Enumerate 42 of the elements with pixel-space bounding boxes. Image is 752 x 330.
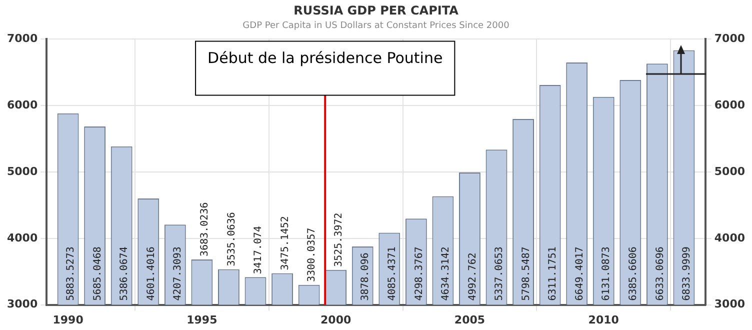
data-label: 4207.3093 (172, 246, 184, 301)
data-label: 4298.3767 (414, 246, 425, 301)
data-label: 4085.4371 (386, 246, 398, 301)
chart-subtitle: GDP Per Capita in US Dollars at Constant Prices Since 2000 (242, 21, 510, 32)
y2-tick-label: 7000 (714, 32, 746, 46)
data-label: 3683.0236 (200, 202, 211, 256)
x-tick-label: 2000 (320, 313, 352, 326)
y2-tick-label: 6000 (714, 98, 746, 112)
data-label: 5685.0468 (92, 246, 104, 301)
data-label: 3525.3972 (333, 212, 344, 267)
y2-tick-label: 3000 (714, 298, 746, 311)
data-label: 4601.4016 (146, 246, 157, 301)
chart-title: RUSSIA GDP PER CAPITA (294, 3, 460, 18)
x-tick-label: 1990 (52, 313, 84, 326)
data-label: 5798.5487 (520, 246, 532, 301)
data-label: 3475.1452 (280, 216, 291, 270)
data-label: 6131.0873 (601, 246, 612, 301)
y2-tick-label: 5000 (714, 164, 746, 178)
y-tick-label: 7000 (6, 32, 38, 46)
y-tick-label: 3000 (6, 298, 38, 311)
data-label: 4992.762 (467, 252, 478, 301)
data-label: 6833.9999 (682, 246, 693, 301)
y-tick-label: 5000 (6, 164, 38, 178)
data-label: 6649.4017 (574, 246, 586, 301)
x-tick-label: 2005 (454, 313, 486, 326)
y-tick-label: 6000 (6, 98, 38, 112)
data-label: 6633.0696 (654, 246, 666, 301)
data-label: 5883.5273 (66, 246, 77, 301)
y2-tick-label: 4000 (714, 231, 746, 244)
x-tick-label: 1995 (186, 313, 218, 326)
ref-line-label: Début de la présidence Poutine (208, 49, 443, 68)
data-label: 3535.0636 (226, 212, 238, 266)
data-label: 3300.0357 (306, 228, 318, 282)
x-tick-label: 2010 (588, 313, 620, 326)
data-label: 5337.0653 (494, 246, 506, 301)
y-tick-label: 4000 (6, 231, 38, 244)
data-label: 3878.096 (360, 252, 372, 301)
data-label: 4634.3142 (440, 246, 452, 301)
data-label: 6311.1751 (548, 246, 559, 301)
data-label: 3417.074 (253, 226, 264, 274)
data-label: 5386.0674 (119, 246, 130, 301)
data-label: 6385.6606 (628, 246, 639, 301)
